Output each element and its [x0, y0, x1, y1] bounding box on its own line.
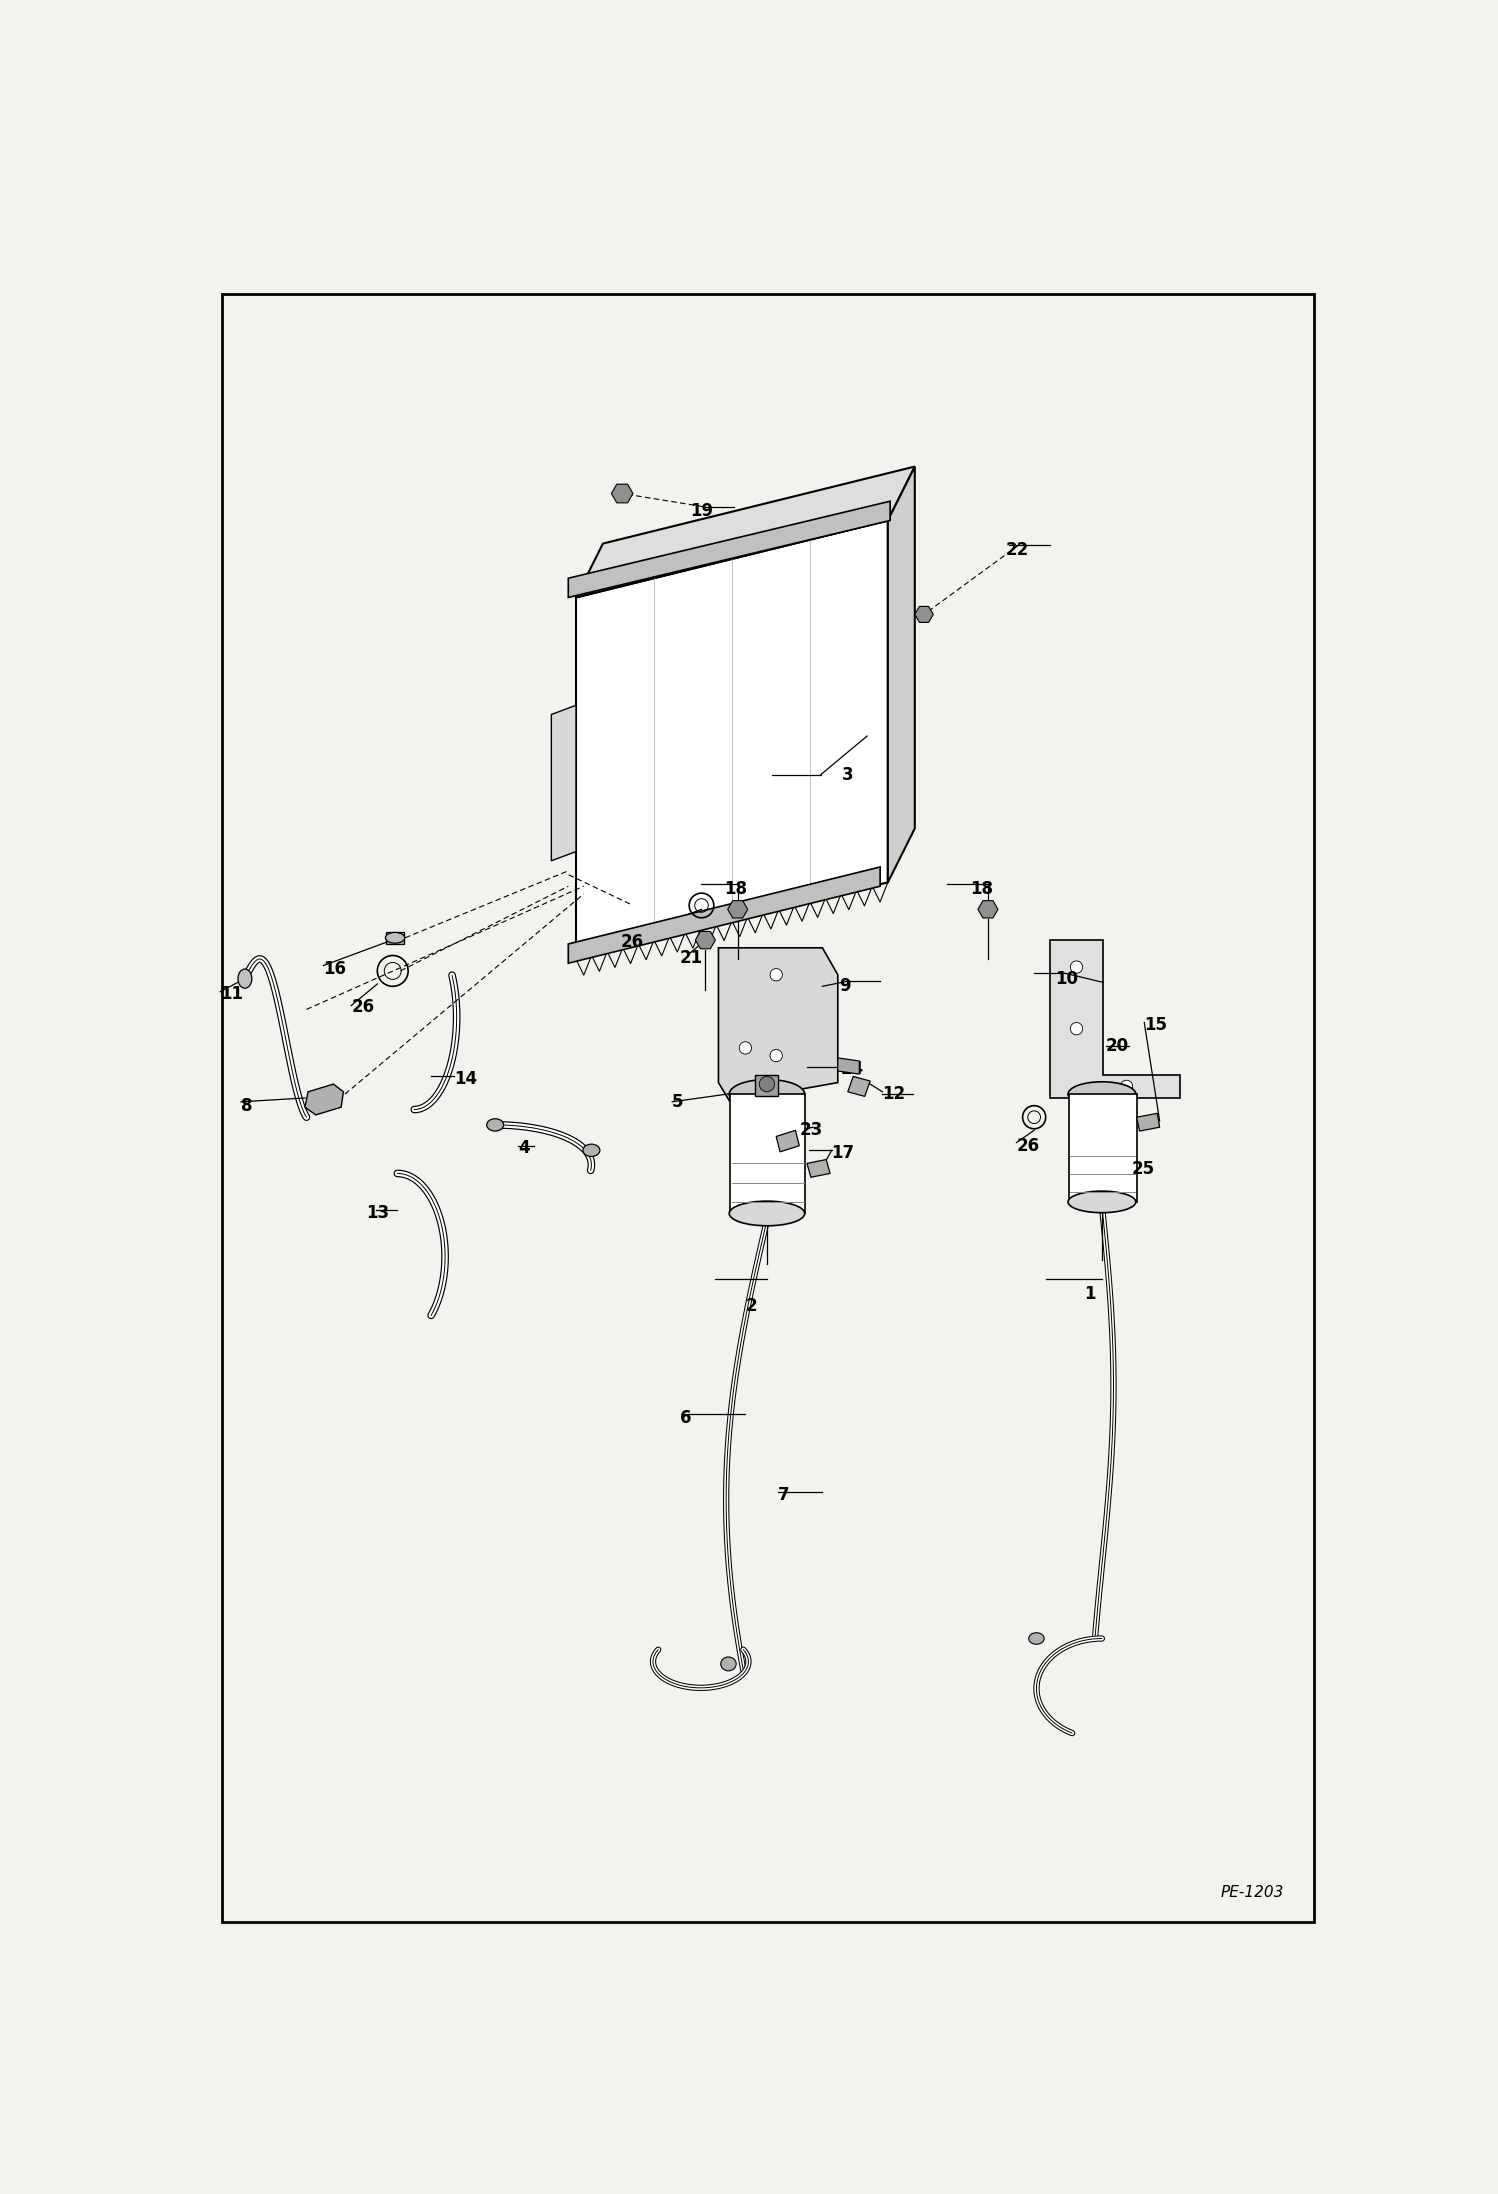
Text: 4: 4: [518, 1139, 530, 1156]
Text: 11: 11: [220, 985, 243, 1003]
Bar: [1068, 1095, 1137, 1202]
Text: 18: 18: [971, 880, 993, 897]
Text: 13: 13: [367, 1205, 389, 1222]
Circle shape: [1071, 1022, 1083, 1036]
Ellipse shape: [1068, 1082, 1135, 1106]
Text: 9: 9: [839, 976, 851, 996]
Polygon shape: [719, 948, 837, 1101]
Polygon shape: [848, 1077, 870, 1097]
Text: 26: 26: [1017, 1136, 1040, 1154]
Polygon shape: [888, 467, 915, 882]
Polygon shape: [551, 704, 577, 860]
Text: 8: 8: [241, 1097, 253, 1115]
Circle shape: [759, 1077, 774, 1093]
Polygon shape: [1137, 1112, 1159, 1132]
Text: 15: 15: [1144, 1016, 1167, 1033]
Text: 14: 14: [454, 1071, 478, 1088]
Text: 5: 5: [673, 1093, 683, 1110]
Ellipse shape: [1029, 1632, 1044, 1643]
Text: 23: 23: [800, 1121, 822, 1139]
Circle shape: [770, 1049, 782, 1062]
Polygon shape: [577, 520, 888, 959]
Text: 16: 16: [324, 959, 346, 979]
Text: 21: 21: [680, 948, 703, 968]
Text: 6: 6: [680, 1409, 692, 1426]
Ellipse shape: [721, 1656, 736, 1672]
Text: 3: 3: [842, 766, 854, 783]
Bar: [730, 1095, 806, 1213]
Text: 12: 12: [882, 1086, 906, 1104]
Ellipse shape: [583, 1143, 599, 1156]
Polygon shape: [807, 1161, 830, 1178]
Ellipse shape: [730, 1079, 804, 1108]
Text: 22: 22: [1005, 540, 1029, 559]
Text: 10: 10: [1055, 970, 1079, 987]
Text: PE-1203: PE-1203: [1221, 1885, 1284, 1900]
Text: 25: 25: [1132, 1161, 1155, 1178]
Text: 20: 20: [1106, 1036, 1129, 1055]
Polygon shape: [755, 1075, 777, 1097]
Circle shape: [1071, 961, 1083, 974]
Polygon shape: [568, 500, 890, 597]
Text: 2: 2: [746, 1297, 756, 1314]
Polygon shape: [577, 467, 915, 597]
Ellipse shape: [487, 1119, 503, 1132]
Ellipse shape: [1068, 1191, 1135, 1213]
Polygon shape: [306, 1084, 343, 1115]
Polygon shape: [776, 1130, 800, 1152]
Text: 7: 7: [777, 1485, 789, 1503]
Text: 26: 26: [351, 998, 374, 1016]
Circle shape: [770, 968, 782, 981]
Text: 1: 1: [1085, 1286, 1095, 1303]
Ellipse shape: [730, 1200, 804, 1226]
Circle shape: [1121, 1079, 1132, 1093]
Text: 19: 19: [691, 502, 713, 520]
Ellipse shape: [238, 970, 252, 987]
Circle shape: [739, 1042, 752, 1053]
Polygon shape: [1050, 939, 1180, 1097]
Text: 24: 24: [840, 1060, 864, 1077]
Polygon shape: [837, 1058, 860, 1075]
Text: 17: 17: [831, 1145, 855, 1163]
Polygon shape: [568, 867, 881, 963]
Text: 18: 18: [724, 880, 748, 897]
Text: 26: 26: [620, 932, 644, 952]
Ellipse shape: [385, 932, 404, 943]
Bar: [386, 932, 404, 943]
